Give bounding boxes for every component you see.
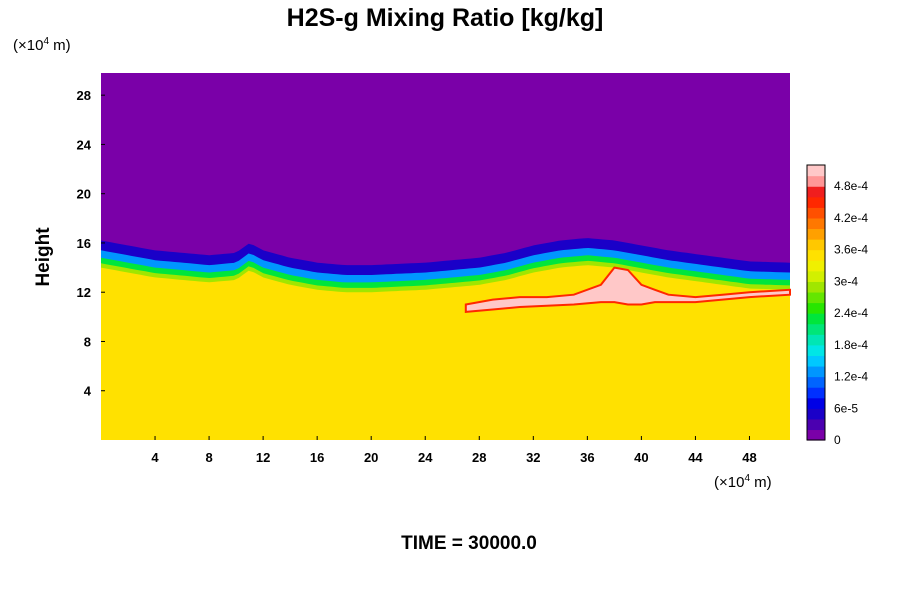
colorbar-segment xyxy=(807,397,825,409)
colorbar-segment xyxy=(807,429,825,441)
colorbar-segment xyxy=(807,344,825,356)
colorbar-segment xyxy=(807,228,825,240)
colorbar-segment xyxy=(807,334,825,346)
colorbar-segment xyxy=(807,323,825,335)
colorbar-tick-label: 0 xyxy=(834,433,841,447)
x-unit-label: (×104 m) xyxy=(714,473,772,491)
colorbar-segment xyxy=(807,165,825,177)
time-label: TIME = 30000.0 xyxy=(401,533,537,554)
x-tick-label: 16 xyxy=(310,450,324,465)
colorbar-segment xyxy=(807,186,825,198)
colorbar-segment xyxy=(807,291,825,304)
x-tick-label: 32 xyxy=(526,450,540,465)
colorbar-segment xyxy=(807,313,825,325)
x-tick-label: 40 xyxy=(634,450,648,465)
colorbar-tick-label: 3.6e-4 xyxy=(834,243,868,257)
colorbar-segment xyxy=(807,302,825,314)
colorbar-tick-label: 2.4e-4 xyxy=(834,306,868,320)
x-tick-label: 20 xyxy=(364,450,378,465)
colorbar-segment xyxy=(807,175,825,187)
colorbar-segment xyxy=(807,281,825,293)
plot-area xyxy=(101,73,791,440)
y-ticks: 4 8 12 16 20 24 28 xyxy=(77,88,105,399)
y-tick-label: 24 xyxy=(77,137,92,152)
y-tick-label: 20 xyxy=(77,187,91,202)
colorbar-tick-label: 1.8e-4 xyxy=(834,338,868,352)
y-unit-label: (×104 m) xyxy=(13,36,71,54)
x-tick-label: 36 xyxy=(580,450,594,465)
colorbar-segment xyxy=(807,387,825,399)
colorbar-segment xyxy=(807,376,825,388)
colorbar-segment xyxy=(807,418,825,431)
colorbar: 0 6e-5 1.2e-4 1.8e-4 2.4e-4 3e-4 3.6e-4 4.2e-4 4… xyxy=(806,164,868,447)
colorbar-tick-label: 1.2e-4 xyxy=(834,370,868,384)
high-concentration-layer xyxy=(464,266,791,313)
colorbar-segment xyxy=(807,239,825,251)
colorbar-segment xyxy=(807,365,825,378)
x-ticks: 4 8 12 16 20 24 28 32 36 40 44 48 xyxy=(151,436,757,465)
colorbar-frame xyxy=(806,164,826,441)
colorbar-segment xyxy=(807,217,825,230)
colorbar-tick-label: 4.2e-4 xyxy=(834,211,868,225)
colorbar-segment xyxy=(807,355,825,367)
y-axis-title: Height xyxy=(33,227,54,287)
y-tick-label: 8 xyxy=(84,334,91,349)
colorbar-tick-label: 3e-4 xyxy=(834,274,858,288)
x-tick-label: 4 xyxy=(151,450,159,465)
colorbar-segment xyxy=(807,260,825,272)
colorbar-segment xyxy=(807,270,825,282)
x-tick-label: 8 xyxy=(205,450,212,465)
lower-layer xyxy=(101,265,790,440)
x-tick-label: 24 xyxy=(418,450,433,465)
y-tick-label: 16 xyxy=(77,236,91,251)
colorbar-segment xyxy=(807,249,825,261)
y-tick-label: 12 xyxy=(77,285,91,300)
y-tick-label: 28 xyxy=(77,88,91,103)
colorbar-tick-label: 4.8e-4 xyxy=(834,179,868,193)
colorbar-segment xyxy=(807,408,825,420)
x-tick-label: 12 xyxy=(256,450,270,465)
y-tick-label: 4 xyxy=(84,384,92,399)
colorbar-tick-label: 6e-5 xyxy=(834,401,858,415)
x-tick-label: 44 xyxy=(688,450,703,465)
chart-title: H2S-g Mixing Ratio [kg/kg] xyxy=(287,4,604,32)
colorbar-segment xyxy=(807,207,825,219)
colorbar-segment xyxy=(807,196,825,208)
x-tick-label: 28 xyxy=(472,450,486,465)
x-tick-label: 48 xyxy=(742,450,756,465)
